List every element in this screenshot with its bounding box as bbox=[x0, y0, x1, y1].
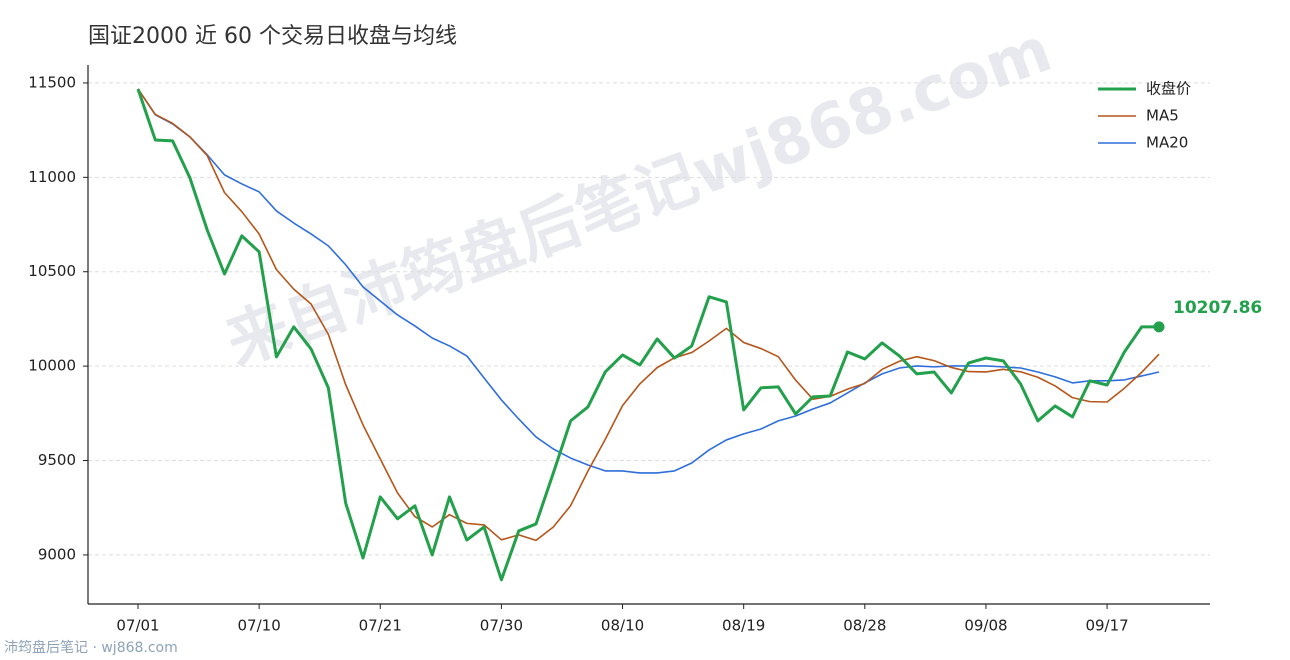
series-line bbox=[137, 88, 1160, 474]
x-tick-label: 07/21 bbox=[359, 617, 402, 635]
last-value-label: 10207.86 bbox=[1173, 298, 1262, 318]
series-line bbox=[137, 88, 1160, 542]
x-tick-label: 08/28 bbox=[843, 617, 886, 635]
y-tick-label: 9000 bbox=[38, 545, 76, 563]
y-tick-label: 9500 bbox=[38, 451, 76, 469]
watermark: 来自沛筠盘后笔记wj868.com bbox=[217, 13, 1061, 380]
y-tick-label: 10500 bbox=[28, 262, 76, 280]
x-tick-label: 09/17 bbox=[1085, 617, 1128, 635]
y-tick-label: 11000 bbox=[28, 168, 76, 186]
x-tick-label: 08/19 bbox=[722, 617, 765, 635]
y-tick-label: 10000 bbox=[28, 357, 76, 375]
legend-label: MA5 bbox=[1146, 107, 1179, 125]
chart-title: 国证2000 近 60 个交易日收盘与均线 bbox=[88, 24, 457, 49]
x-tick-label: 07/10 bbox=[238, 617, 281, 635]
footer: 沛筠盘后笔记 · wj868.com bbox=[4, 639, 178, 656]
x-tick-label: 09/08 bbox=[964, 617, 1007, 635]
x-tick-label: 08/10 bbox=[601, 617, 644, 635]
x-tick-label: 07/30 bbox=[480, 617, 523, 635]
series-line bbox=[136, 88, 1160, 582]
x-tick-label: 07/01 bbox=[116, 617, 159, 635]
legend-label: MA20 bbox=[1146, 134, 1188, 152]
legend-label: 收盘价 bbox=[1146, 80, 1191, 98]
y-tick-label: 11500 bbox=[28, 73, 76, 91]
last-point bbox=[1153, 321, 1165, 333]
